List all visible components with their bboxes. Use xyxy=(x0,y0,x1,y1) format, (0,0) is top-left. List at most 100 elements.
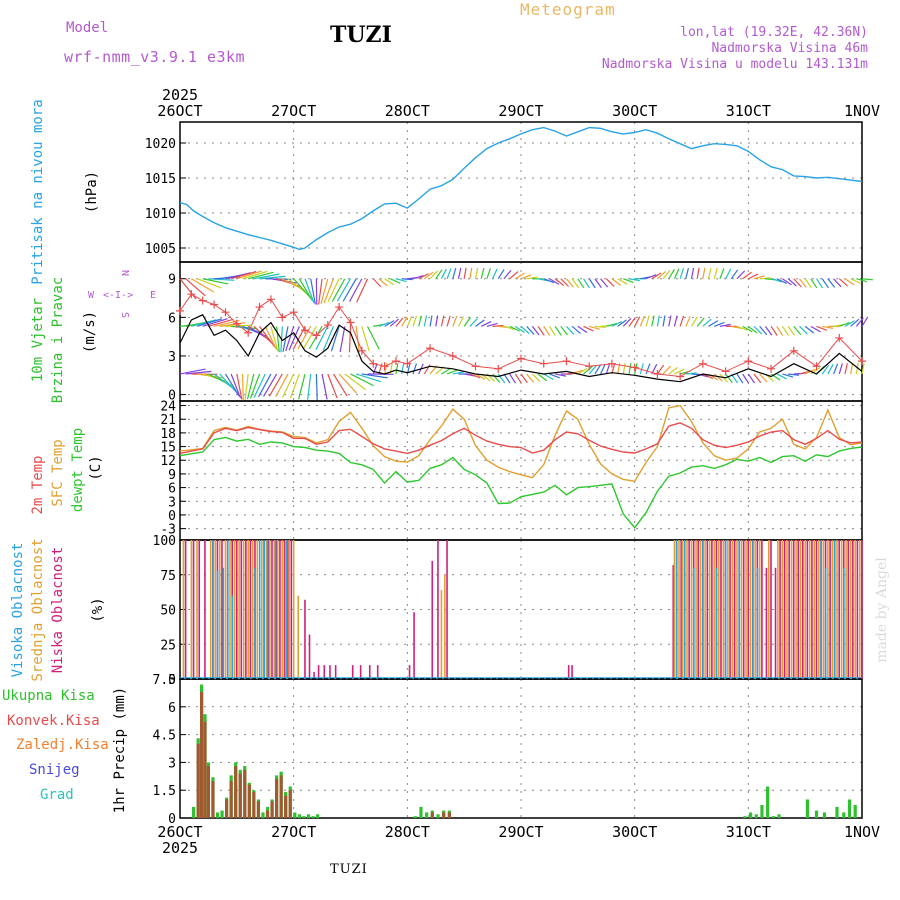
wind-gust-marker xyxy=(812,362,821,371)
wind-gust-marker xyxy=(346,318,355,327)
wind-barb xyxy=(822,325,834,330)
wind-barb xyxy=(503,373,511,384)
pressure-ylabel: (hPa) xyxy=(84,171,100,213)
wind-barb xyxy=(446,315,451,327)
wind-barb xyxy=(861,316,869,327)
precip-legend-item: Konvek.Kisa xyxy=(7,713,100,729)
precip-total-bar xyxy=(760,805,764,818)
wind-barb xyxy=(515,272,526,280)
wind-barb xyxy=(861,278,874,281)
model-label: Model xyxy=(66,20,109,36)
wind-barb xyxy=(253,273,280,280)
wind-gust-marker xyxy=(517,354,525,363)
wind-barb xyxy=(668,315,672,327)
compass-axis: <-I-> xyxy=(103,290,133,301)
precip-conv-bar xyxy=(225,799,229,818)
wind-barb xyxy=(208,278,235,281)
wind-barb xyxy=(308,326,323,350)
y-tick-label: 9 xyxy=(168,273,176,288)
wind-barb xyxy=(441,367,452,375)
precip-total-bar xyxy=(436,814,440,818)
x-year-top: 2025 xyxy=(162,86,198,104)
wind-gust-marker xyxy=(471,362,480,371)
wind-barb xyxy=(685,267,690,279)
wind-gust-marker xyxy=(539,359,548,368)
precip-total-bar xyxy=(311,816,315,818)
precip-legend-item: Zaledj.Kisa xyxy=(16,737,109,753)
wind-barb xyxy=(492,373,501,383)
wind-barb xyxy=(855,363,859,375)
wind-barb xyxy=(440,315,445,327)
sfc-temp-title: SFC Temp xyxy=(50,439,66,506)
y-tick-label: 3 xyxy=(168,495,176,510)
y-tick-label: 18 xyxy=(160,427,176,442)
wind-barb xyxy=(588,365,597,375)
wind-barb xyxy=(736,270,746,280)
wind-barb xyxy=(520,373,528,384)
wind-gust-marker xyxy=(858,357,866,366)
wind-barb xyxy=(526,373,535,383)
wind-gust-marker xyxy=(255,303,264,312)
wind-barb xyxy=(285,326,295,352)
x-tick-label-top: 30OCT xyxy=(612,102,657,120)
wind-barb xyxy=(696,317,705,327)
cloud-ylabel: (%) xyxy=(90,597,106,622)
wind-barb xyxy=(191,278,215,293)
wind-barb xyxy=(571,325,581,335)
precip-total-bar xyxy=(842,812,846,818)
wind-barb xyxy=(288,326,300,351)
wind-barb xyxy=(342,278,357,302)
wind-gust-marker xyxy=(232,319,241,328)
wind-barb xyxy=(788,373,800,376)
wind-barb xyxy=(323,278,335,304)
wind-barb xyxy=(816,325,828,331)
wind-barb xyxy=(850,318,860,327)
precip-total-bar xyxy=(749,812,753,818)
wind-barb xyxy=(282,373,295,398)
wind-barb xyxy=(753,325,763,335)
wind-barb xyxy=(617,319,627,327)
wind-barb xyxy=(799,278,807,288)
wind-barb xyxy=(628,278,640,282)
y-tick-label: 75 xyxy=(160,569,176,584)
wind-barb xyxy=(690,267,695,279)
wind-barb xyxy=(307,373,312,400)
wind-barb xyxy=(378,321,390,327)
wind-barb xyxy=(764,325,773,336)
precip-total-bar xyxy=(302,816,306,818)
wind-barb xyxy=(244,373,249,400)
wind-barb xyxy=(702,267,706,279)
wind-barb xyxy=(497,269,505,280)
wind-barb xyxy=(336,278,352,302)
precip-total-bar xyxy=(754,814,758,818)
wind-barb xyxy=(623,278,634,284)
wind-barb xyxy=(219,322,246,327)
wind-barb xyxy=(475,319,485,327)
wind-barb xyxy=(781,326,790,336)
wind-barb xyxy=(668,366,678,375)
wind-barb xyxy=(446,369,458,375)
wind-barb xyxy=(330,326,340,352)
wind-barb xyxy=(348,326,352,353)
wind-barb xyxy=(742,373,750,384)
wind-barb xyxy=(577,367,588,375)
wind-barb xyxy=(662,315,666,327)
wind-barb xyxy=(714,321,725,327)
wind-gust-marker xyxy=(835,333,844,342)
wind-gust-marker xyxy=(562,357,571,366)
wind-barb xyxy=(412,363,418,375)
wind-barb xyxy=(395,278,407,283)
wind-barb xyxy=(367,326,380,350)
wind-gust-marker xyxy=(789,346,798,355)
wind-gust-marker xyxy=(323,321,332,330)
wind-title2: Brzina i Pravac xyxy=(50,277,66,403)
wind-ylabel: (m/s) xyxy=(82,311,98,353)
wind-barb xyxy=(782,278,792,286)
wind-barb xyxy=(628,317,636,327)
precip-total-bar xyxy=(261,812,265,818)
precip-conv-bar xyxy=(206,766,211,818)
dewpt-title: dewpt Temp xyxy=(70,428,86,512)
x-tick-label-top: 28OCT xyxy=(385,102,430,120)
wind-barb xyxy=(270,326,279,352)
precip-conv-bar xyxy=(430,812,434,818)
